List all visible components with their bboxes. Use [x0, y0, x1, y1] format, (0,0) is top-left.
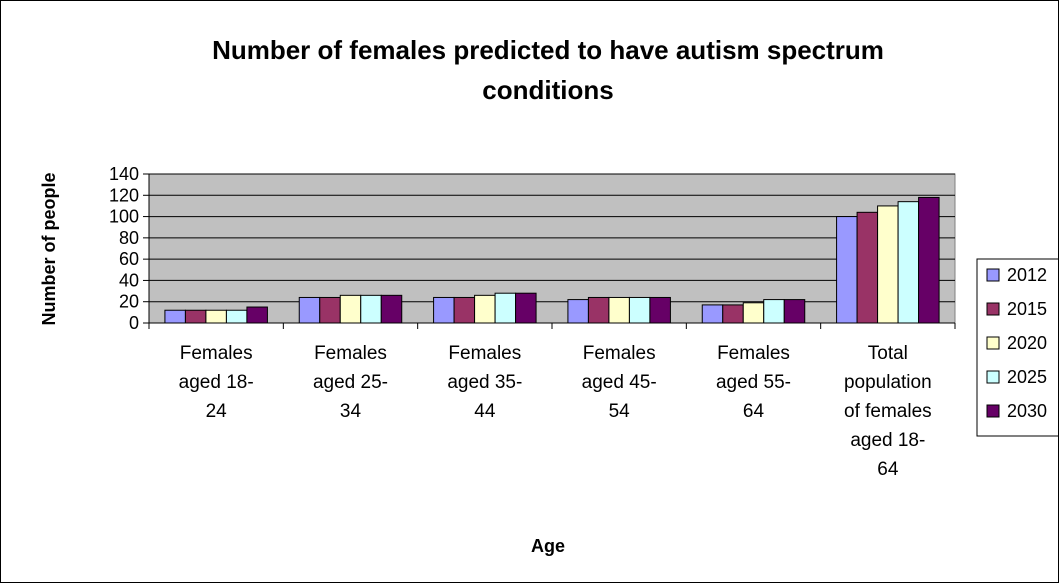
legend-swatch-2020: [986, 336, 1000, 350]
legend-label-2030: 2030: [1007, 401, 1047, 421]
x-category-label: Total population of females aged 18-64: [844, 343, 932, 480]
bar-2015: [587, 296, 610, 324]
x-axis-title: Age: [531, 536, 565, 556]
chart-title-line: conditions: [482, 75, 613, 105]
bar-2030: [649, 296, 671, 324]
bar-2025: [360, 294, 382, 324]
y-tick-label: 40: [119, 270, 139, 290]
bar-2025: [763, 299, 785, 324]
y-tick-label: 140: [109, 164, 139, 184]
plot-background: [148, 173, 956, 324]
legend-swatch-2012: [986, 268, 1000, 282]
bar-2025: [225, 309, 248, 324]
x-axis-categories: Females aged 18-24 Females aged 25-34 Female…: [148, 323, 956, 480]
bar-2025: [494, 292, 517, 324]
y-tick-label: 100: [109, 207, 139, 227]
bar-2012: [836, 216, 858, 324]
bar-2020: [339, 294, 362, 324]
legend-swatch-2030: [986, 404, 1000, 418]
bar-2020: [205, 309, 227, 324]
bar-2015: [856, 211, 879, 324]
bar-2020: [474, 294, 496, 324]
bar-2020: [742, 302, 765, 324]
bar-2025: [897, 201, 920, 324]
bar-2030: [783, 299, 806, 324]
y-tick-label: 60: [119, 249, 139, 269]
bar-2012: [433, 296, 455, 324]
bar-2012: [567, 299, 589, 324]
x-category-label: Females aged 35-44: [447, 343, 522, 422]
legend-label-2015: 2015: [1007, 299, 1047, 319]
bar-2020: [608, 296, 630, 324]
plot-area: [148, 173, 956, 324]
chart-title: Number of females predicted to have auti…: [212, 35, 884, 105]
legend-swatch-2025: [986, 370, 1000, 384]
legend-swatch-2015: [986, 302, 1000, 316]
bar-2020: [877, 205, 899, 324]
bar-2015: [319, 296, 341, 324]
bar-2012: [298, 296, 321, 324]
bar-2015: [453, 296, 476, 324]
bar-2030: [515, 292, 537, 324]
bar-2030: [380, 294, 403, 324]
x-category-label: Females aged 45-54: [582, 343, 657, 422]
x-category-label: Females aged 18-24: [179, 343, 254, 422]
y-tick-label: 120: [109, 185, 139, 205]
x-category-label: Females aged 25-34: [313, 343, 388, 422]
bar-2025: [628, 296, 651, 324]
y-tick-label: 0: [129, 313, 139, 333]
x-category-label: Females aged 55-64: [716, 343, 791, 422]
legend-label-2012: 2012: [1007, 265, 1047, 285]
bar-2012: [164, 309, 186, 324]
legend-label-2020: 2020: [1007, 333, 1047, 353]
bar-2015: [184, 309, 207, 324]
y-tick-label: 80: [119, 228, 139, 248]
bar-2012: [701, 304, 724, 324]
y-axis-title: Number of people: [39, 172, 59, 325]
y-tick-label: 20: [119, 292, 139, 312]
bar-2015: [722, 304, 744, 324]
bar-2030: [918, 196, 940, 324]
bar-2030: [246, 306, 268, 324]
chart-title-line: Number of females predicted to have auti…: [212, 35, 884, 65]
legend-label-2025: 2025: [1007, 367, 1047, 387]
legend: 2012 2015 2020 2025 2030: [976, 258, 1058, 437]
